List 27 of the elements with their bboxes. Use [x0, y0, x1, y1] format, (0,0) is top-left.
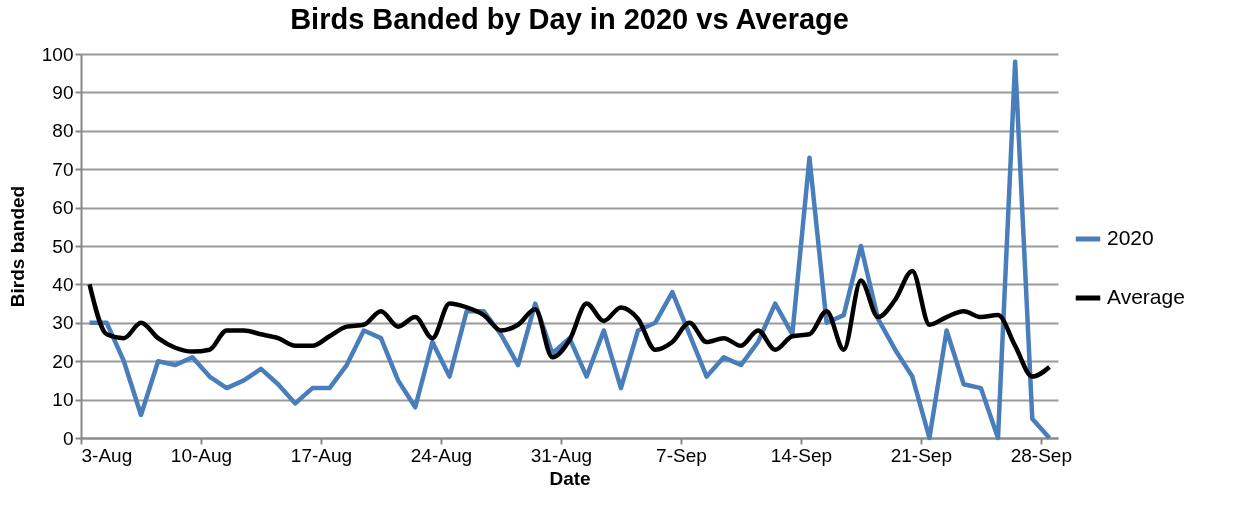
x-tick-label: 10-Aug [170, 444, 233, 466]
x-tick-label: 28-Sep [1010, 444, 1072, 466]
y-tick-label: 40 [52, 273, 74, 295]
y-tick-label: 60 [52, 197, 74, 219]
y-tick-label: 80 [52, 120, 74, 142]
x-tick-label: 21-Sep [890, 444, 953, 466]
line-series [87, 268, 1052, 379]
legend-label: Average [1107, 285, 1185, 308]
y-tick-label: 50 [52, 235, 74, 257]
y-tick-label: 70 [52, 158, 74, 180]
y-axis-title: Birds banded [6, 185, 28, 308]
line-series [87, 59, 1052, 441]
legend-label: 2020 [1107, 226, 1154, 249]
x-tick-label: 14-Sep [770, 444, 833, 466]
x-axis-title: Date [549, 467, 591, 489]
chart-title: Birds Banded by Day in 2020 vs Average [290, 3, 849, 35]
y-tick-label: 30 [52, 312, 74, 334]
y-tick-label: 90 [52, 81, 74, 103]
x-tick-label: 31-Aug [530, 444, 593, 466]
x-tick-label: 24-Aug [410, 444, 473, 466]
x-tick-label: 7-Sep [656, 444, 707, 466]
y-tick-label: 20 [52, 350, 74, 372]
y-tick-label: 10 [52, 389, 74, 411]
x-tick-label: 3-Aug [81, 444, 133, 466]
y-tick-label: 0 [62, 427, 74, 449]
x-tick-label: 17-Aug [290, 444, 353, 466]
y-tick-label: 100 [41, 43, 74, 65]
